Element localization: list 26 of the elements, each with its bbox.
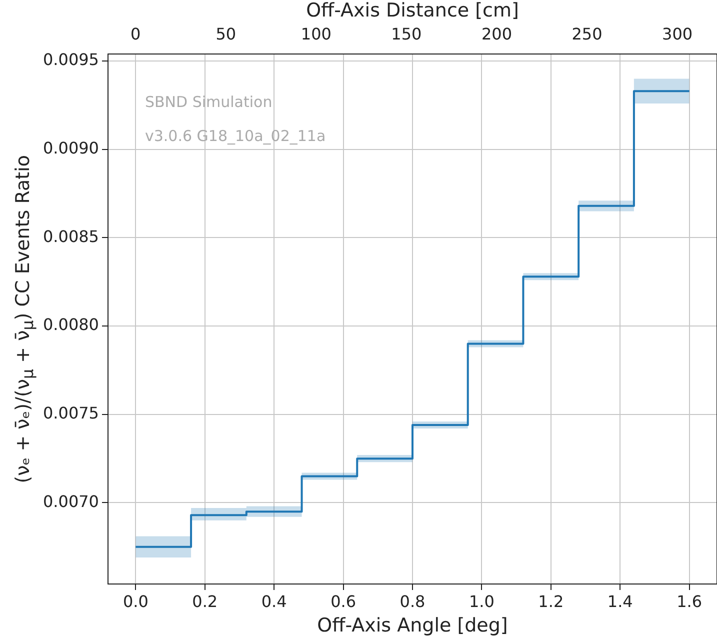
annotation: SBND Simulation <box>144 92 272 111</box>
y-tick-label: 0.0085 <box>43 226 99 246</box>
x2-tick-label: 100 <box>300 24 332 44</box>
x2-tick-label: 250 <box>572 24 602 44</box>
x-tick-label: 1.4 <box>607 592 633 611</box>
x-tick-label: 0.4 <box>261 592 287 611</box>
x2-tick-label: 200 <box>481 24 512 44</box>
x2-tick-label: 0 <box>130 24 141 44</box>
x2-tick-label: 150 <box>391 24 422 44</box>
x2-tick-label: 50 <box>216 24 236 44</box>
x2-axis-title: Off-Axis Distance [cm] <box>306 0 519 22</box>
x2-tick-label: 300 <box>662 24 693 44</box>
x-tick-label: 1.2 <box>538 592 564 611</box>
y-tick-label: 0.0070 <box>43 492 99 511</box>
x-axis-title: Off-Axis Angle [deg] <box>317 614 508 637</box>
y-tick-label: 0.0075 <box>43 404 99 423</box>
x-tick-label: 1.6 <box>676 592 702 611</box>
x-tick-label: 0.2 <box>192 592 218 611</box>
annotation: v3.0.6 G18_10a_02_11a <box>144 126 326 145</box>
x-tick-label: 0.8 <box>400 592 426 611</box>
x-tick-label: 0.0 <box>122 592 148 611</box>
x-tick-label: 1.0 <box>468 592 494 611</box>
y-tick-label: 0.0080 <box>43 315 99 334</box>
y-tick-label: 0.0090 <box>43 138 99 158</box>
x-tick-label: 0.6 <box>330 592 356 611</box>
y-tick-label: 0.0095 <box>43 50 99 70</box>
